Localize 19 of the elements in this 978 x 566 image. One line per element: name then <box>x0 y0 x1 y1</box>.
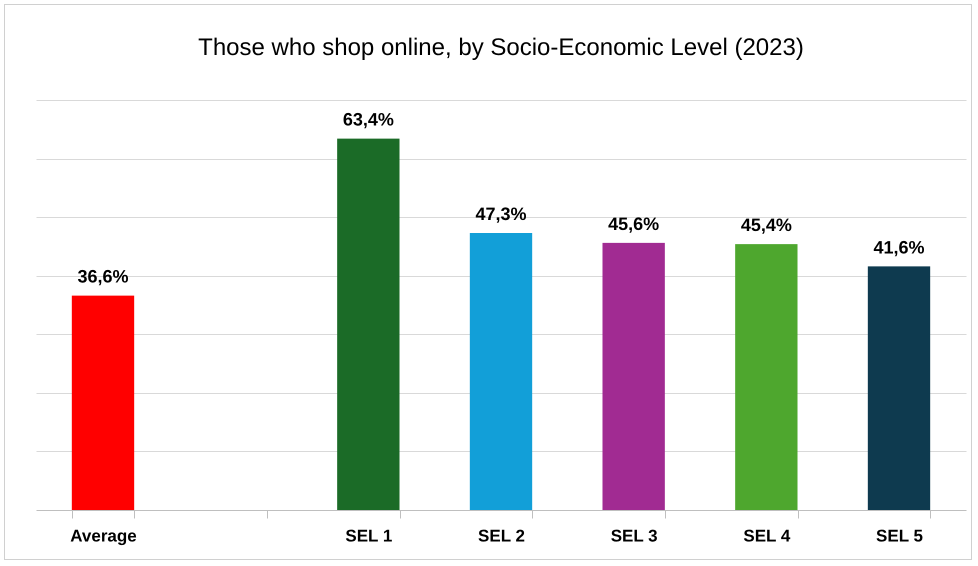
bar <box>735 244 798 510</box>
data-label: 41,6% <box>873 237 925 258</box>
chart-title: Those who shop online, by Socio-Economic Level (2023) <box>198 34 804 61</box>
data-label: 47,3% <box>475 204 527 224</box>
data-label: 63,4% <box>342 110 394 130</box>
x-tick-label: SEL 5 <box>876 526 923 546</box>
bar <box>470 232 532 510</box>
x-tick-label: Average <box>70 526 137 546</box>
data-label: 45,4% <box>740 215 792 236</box>
x-tick-label: SEL 3 <box>610 526 658 546</box>
data-label: 45,6% <box>608 214 660 234</box>
x-tick-label: SEL 1 <box>345 526 392 546</box>
x-tick-label: SEL 4 <box>743 526 791 546</box>
bar <box>72 296 134 510</box>
data-label: 36,6% <box>77 266 129 287</box>
x-tick-label: SEL 2 <box>478 526 525 546</box>
bar <box>868 266 930 510</box>
bar <box>602 242 665 510</box>
bar <box>337 138 400 510</box>
